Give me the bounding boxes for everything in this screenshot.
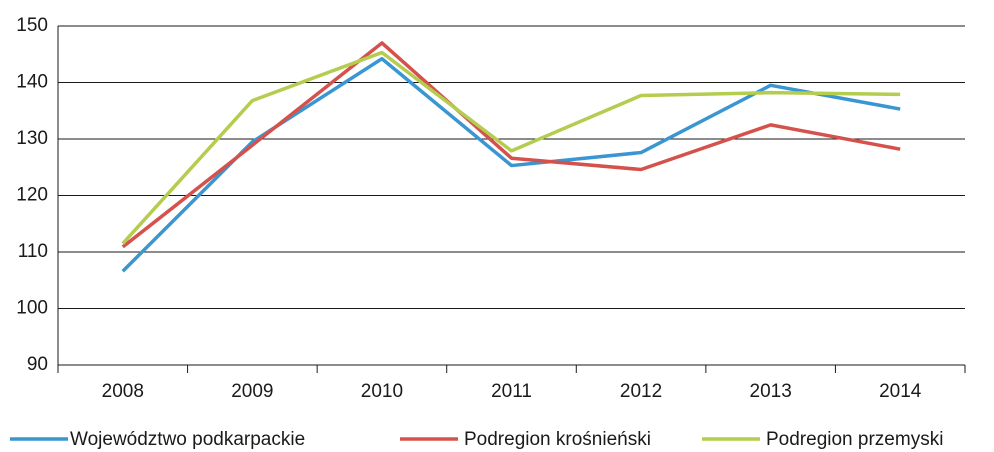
y-tick-label: 120 <box>16 185 48 206</box>
y-tick-label: 100 <box>16 298 48 319</box>
y-tick-label: 140 <box>16 72 48 93</box>
legend-label: Województwo podkarpackie <box>70 429 305 450</box>
series-line <box>121 41 901 249</box>
x-tick-label: 2008 <box>102 381 144 402</box>
x-tick-label: 2014 <box>879 381 922 402</box>
x-tick-label: 2009 <box>231 381 273 402</box>
y-tick-label: 90 <box>27 354 48 375</box>
x-tick-label: 2013 <box>750 381 792 402</box>
x-tick-label: 2010 <box>361 381 403 402</box>
x-tick-label: 2012 <box>620 381 662 402</box>
legend-label: Podregion krośnieński <box>464 429 651 450</box>
y-tick-label: 110 <box>18 241 48 262</box>
y-tick-label: 150 <box>16 15 48 36</box>
x-tick-label: 2011 <box>491 381 532 402</box>
y-tick-label: 130 <box>16 128 48 149</box>
series-line <box>121 57 901 273</box>
series-line <box>121 50 901 245</box>
legend-label: Podregion przemyski <box>766 429 943 450</box>
